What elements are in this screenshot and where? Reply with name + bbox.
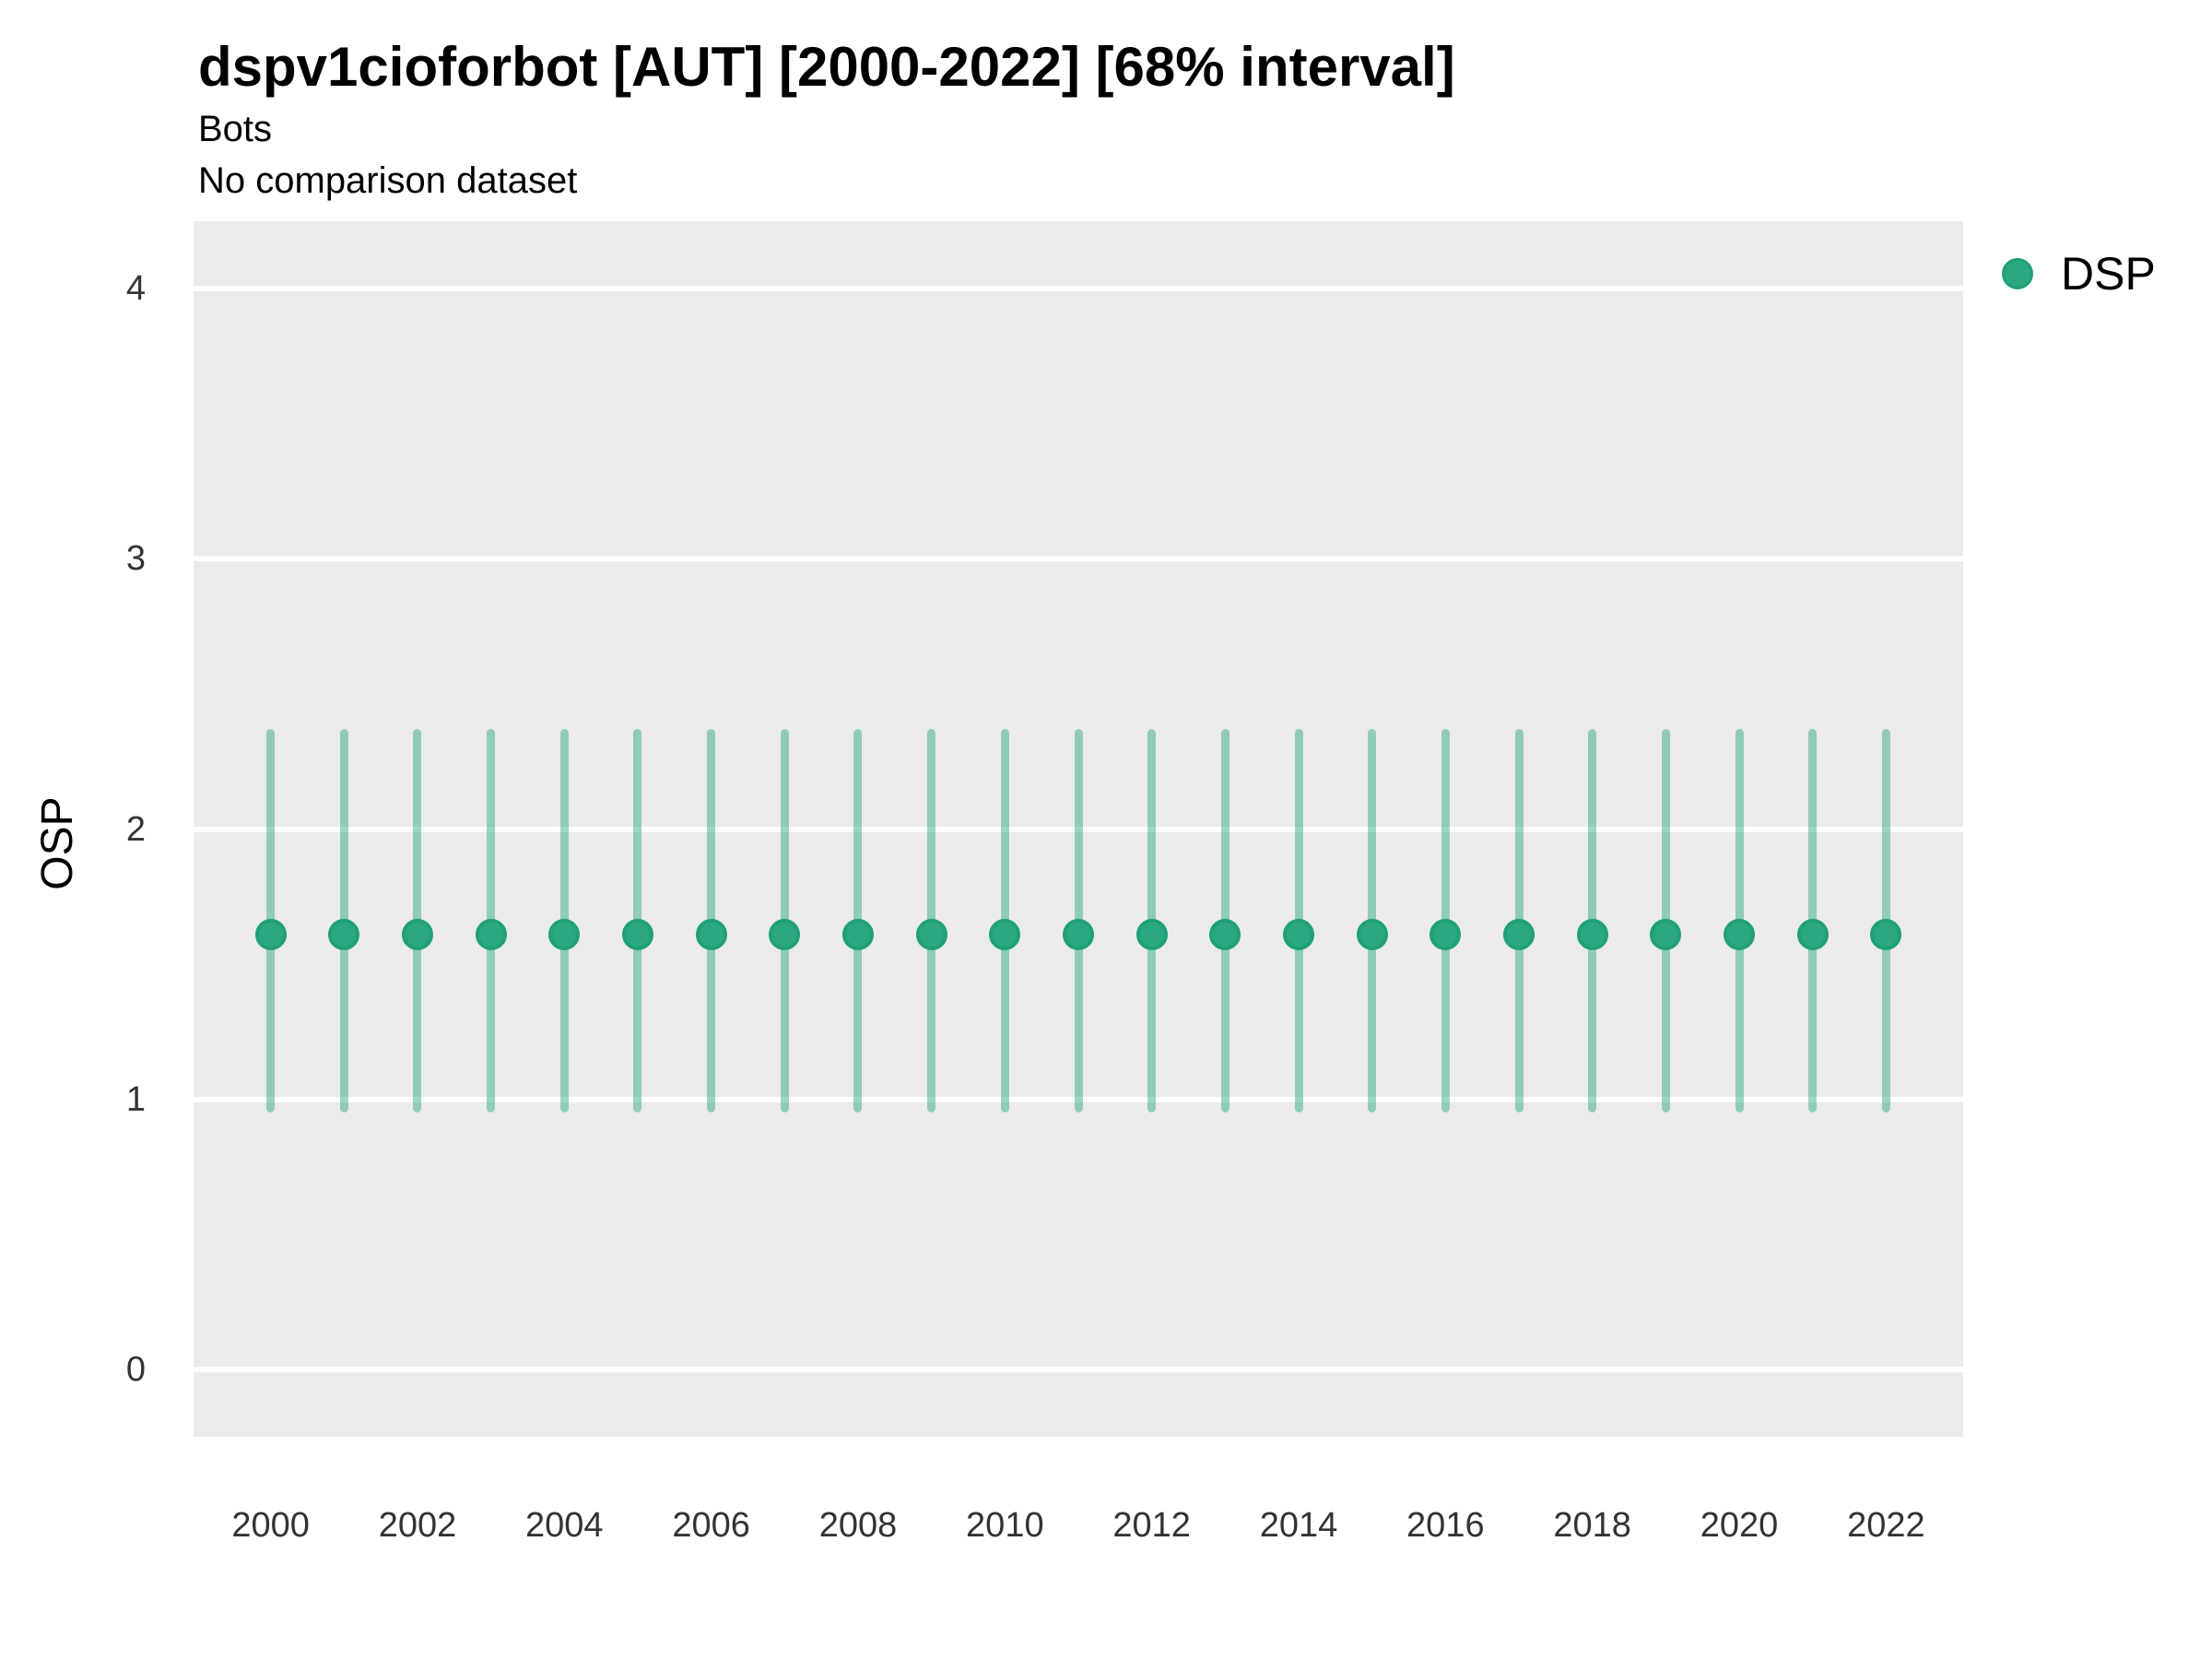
x-tick-label-2022: 2022 bbox=[1847, 1506, 1925, 1545]
chart-subtitle: Bots bbox=[198, 109, 273, 149]
data-point-2010 bbox=[989, 918, 1021, 950]
x-tick-label-2020: 2020 bbox=[1700, 1506, 1779, 1545]
x-tick-label-2016: 2016 bbox=[1406, 1506, 1485, 1545]
data-point-2007 bbox=[769, 918, 801, 950]
data-point-2009 bbox=[915, 918, 947, 950]
data-point-2019 bbox=[1650, 918, 1682, 950]
data-point-2013 bbox=[1209, 918, 1241, 950]
y-tick-label-1: 1 bbox=[125, 1079, 146, 1119]
data-point-2000 bbox=[254, 918, 287, 950]
x-tick-label-2010: 2010 bbox=[966, 1506, 1044, 1545]
data-point-2002 bbox=[401, 918, 433, 950]
plot-area bbox=[194, 221, 1963, 1437]
x-tick-label-2002: 2002 bbox=[378, 1506, 457, 1545]
x-tick-label-2018: 2018 bbox=[1553, 1506, 1631, 1545]
data-point-2008 bbox=[841, 918, 874, 950]
x-tick-label-2000: 2000 bbox=[231, 1506, 310, 1545]
data-point-2020 bbox=[1724, 918, 1755, 950]
gridline-y-3 bbox=[194, 556, 1963, 562]
y-tick-label-0: 0 bbox=[125, 1349, 146, 1389]
legend-dsp-label: DSP bbox=[2061, 248, 2156, 300]
x-tick-label-2014: 2014 bbox=[1259, 1506, 1338, 1545]
data-point-2021 bbox=[1796, 918, 1829, 950]
data-point-2006 bbox=[695, 918, 727, 950]
legend-dsp-swatch-icon bbox=[2002, 258, 2033, 289]
data-point-2004 bbox=[548, 918, 581, 950]
data-point-2016 bbox=[1430, 918, 1462, 950]
gridline-y-0 bbox=[194, 1366, 1963, 1372]
gridline-y-4 bbox=[194, 286, 1963, 292]
chart-title: dspv1cioforbot [AUT] [2000-2022] [68% in… bbox=[198, 36, 1455, 98]
y-tick-label-2: 2 bbox=[125, 809, 146, 849]
legend: DSP bbox=[2002, 247, 2156, 300]
data-point-2003 bbox=[475, 918, 507, 950]
data-point-2014 bbox=[1283, 918, 1314, 950]
comparison-note: No comparison dataset bbox=[198, 160, 578, 201]
data-point-2022 bbox=[1870, 918, 1902, 950]
data-point-2018 bbox=[1576, 918, 1608, 950]
data-point-2012 bbox=[1135, 918, 1168, 950]
y-tick-label-4: 4 bbox=[125, 269, 146, 309]
gridline-y-1 bbox=[194, 1096, 1963, 1102]
x-tick-label-2008: 2008 bbox=[818, 1506, 898, 1545]
data-point-2005 bbox=[621, 918, 653, 950]
x-tick-label-2006: 2006 bbox=[672, 1506, 750, 1545]
x-tick-label-2012: 2012 bbox=[1112, 1506, 1191, 1545]
data-point-2001 bbox=[328, 918, 360, 950]
y-tick-label-3: 3 bbox=[125, 539, 146, 579]
data-point-2011 bbox=[1063, 918, 1094, 950]
data-point-2015 bbox=[1356, 918, 1388, 950]
data-point-2017 bbox=[1503, 918, 1535, 950]
x-tick-label-2004: 2004 bbox=[525, 1506, 604, 1545]
gridline-y-2 bbox=[194, 826, 1963, 832]
